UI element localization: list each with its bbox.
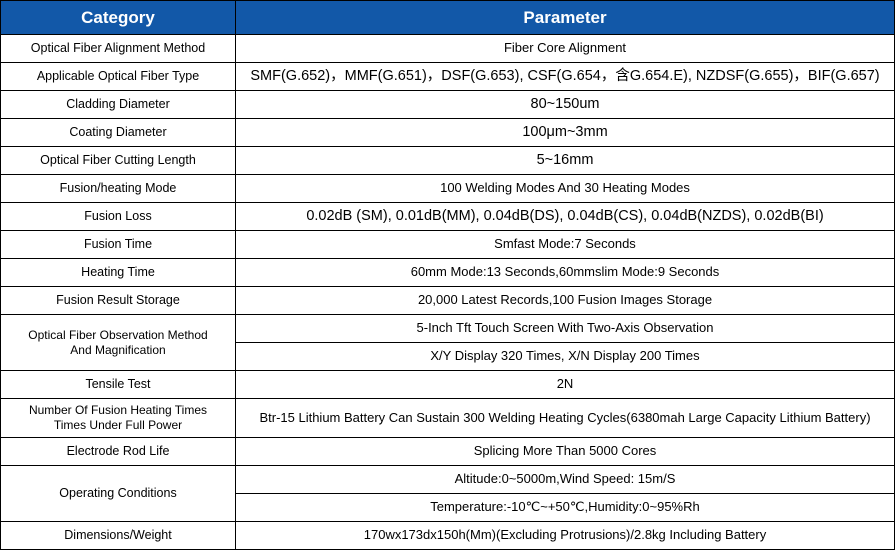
- table-row: Cladding Diameter 80~150um: [1, 91, 895, 119]
- spec-category: Optical Fiber Cutting Length: [1, 147, 236, 175]
- table-row: Fusion/heating Mode 100 Welding Modes An…: [1, 175, 895, 203]
- table-row: Optical Fiber Alignment Method Fiber Cor…: [1, 35, 895, 63]
- table-row: Fusion Result Storage 20,000 Latest Reco…: [1, 287, 895, 315]
- table-row: Optical Fiber Cutting Length 5~16mm: [1, 147, 895, 175]
- table-row: Optical Fiber Observation Method And Mag…: [1, 315, 895, 343]
- spec-value: 60mm Mode:13 Seconds,60mmslim Mode:9 Sec…: [236, 259, 895, 287]
- spec-value: 5-Inch Tft Touch Screen With Two-Axis Ob…: [236, 315, 895, 343]
- table-row: Coating Diameter 100μm~3mm: [1, 119, 895, 147]
- spec-category: Coating Diameter: [1, 119, 236, 147]
- table-row: Number Of Fusion Heating Times Times Und…: [1, 399, 895, 438]
- spec-category: Number Of Fusion Heating Times Times Und…: [1, 399, 236, 438]
- spec-category: Optical Fiber Observation Method And Mag…: [1, 315, 236, 371]
- spec-value: 100 Welding Modes And 30 Heating Modes: [236, 175, 895, 203]
- table-row: Operating Conditions Altitude:0~5000m,Wi…: [1, 466, 895, 494]
- spec-value: Smfast Mode:7 Seconds: [236, 231, 895, 259]
- spec-category: Fusion/heating Mode: [1, 175, 236, 203]
- spec-value: Splicing More Than 5000 Cores: [236, 438, 895, 466]
- spec-category: Electrode Rod Life: [1, 438, 236, 466]
- spec-value: 20,000 Latest Records,100 Fusion Images …: [236, 287, 895, 315]
- spec-value: 5~16mm: [236, 147, 895, 175]
- spec-value: 0.02dB (SM), 0.01dB(MM), 0.04dB(DS), 0.0…: [236, 203, 895, 231]
- table-row: Dimensions/Weight 170wx173dx150h(Mm)(Exc…: [1, 522, 895, 550]
- spec-category-line1: Number Of Fusion Heating Times: [29, 403, 207, 417]
- spec-category-line2: And Magnification: [70, 343, 165, 357]
- spec-value: Fiber Core Alignment: [236, 35, 895, 63]
- table-header-row: Category Parameter: [1, 1, 895, 35]
- spec-category-line2: Times Under Full Power: [54, 418, 182, 432]
- spec-category: Cladding Diameter: [1, 91, 236, 119]
- spec-category: Dimensions/Weight: [1, 522, 236, 550]
- spec-category: Tensile Test: [1, 371, 236, 399]
- spec-value: 80~150um: [236, 91, 895, 119]
- table-row: Fusion Loss 0.02dB (SM), 0.01dB(MM), 0.0…: [1, 203, 895, 231]
- spec-value: 2N: [236, 371, 895, 399]
- spec-category: Applicable Optical Fiber Type: [1, 63, 236, 91]
- spec-category: Fusion Loss: [1, 203, 236, 231]
- spec-value: Temperature:-10℃~+50℃,Humidity:0~95%Rh: [236, 494, 895, 522]
- spec-value: SMF(G.652)，MMF(G.651)，DSF(G.653), CSF(G.…: [236, 63, 895, 91]
- table-row: Heating Time 60mm Mode:13 Seconds,60mmsl…: [1, 259, 895, 287]
- spec-category: Fusion Result Storage: [1, 287, 236, 315]
- spec-value: Btr-15 Lithium Battery Can Sustain 300 W…: [236, 399, 895, 438]
- header-category: Category: [1, 1, 236, 35]
- header-parameter: Parameter: [236, 1, 895, 35]
- specifications-table: Category Parameter Optical Fiber Alignme…: [0, 0, 895, 550]
- spec-category-line1: Optical Fiber Observation Method: [28, 328, 207, 342]
- spec-value: 170wx173dx150h(Mm)(Excluding Protrusions…: [236, 522, 895, 550]
- table-row: Fusion Time Smfast Mode:7 Seconds: [1, 231, 895, 259]
- spec-value: Altitude:0~5000m,Wind Speed: 15m/S: [236, 466, 895, 494]
- spec-value: X/Y Display 320 Times, X/N Display 200 T…: [236, 343, 895, 371]
- spec-category: Optical Fiber Alignment Method: [1, 35, 236, 63]
- table-row: Applicable Optical Fiber Type SMF(G.652)…: [1, 63, 895, 91]
- table-row: Electrode Rod Life Splicing More Than 50…: [1, 438, 895, 466]
- table-row: Tensile Test 2N: [1, 371, 895, 399]
- spec-value: 100μm~3mm: [236, 119, 895, 147]
- spec-category: Operating Conditions: [1, 466, 236, 522]
- spec-category: Fusion Time: [1, 231, 236, 259]
- spec-category: Heating Time: [1, 259, 236, 287]
